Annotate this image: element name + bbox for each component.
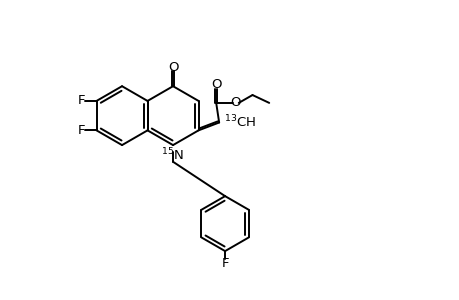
Text: F: F [78,124,85,137]
Text: $^{13}$CH: $^{13}$CH [223,114,255,130]
Text: F: F [78,94,85,107]
Text: O: O [168,61,178,74]
Text: O: O [230,96,241,110]
Text: $^{15}$N: $^{15}$N [160,147,183,163]
Text: F: F [221,257,228,270]
Text: O: O [211,78,221,91]
